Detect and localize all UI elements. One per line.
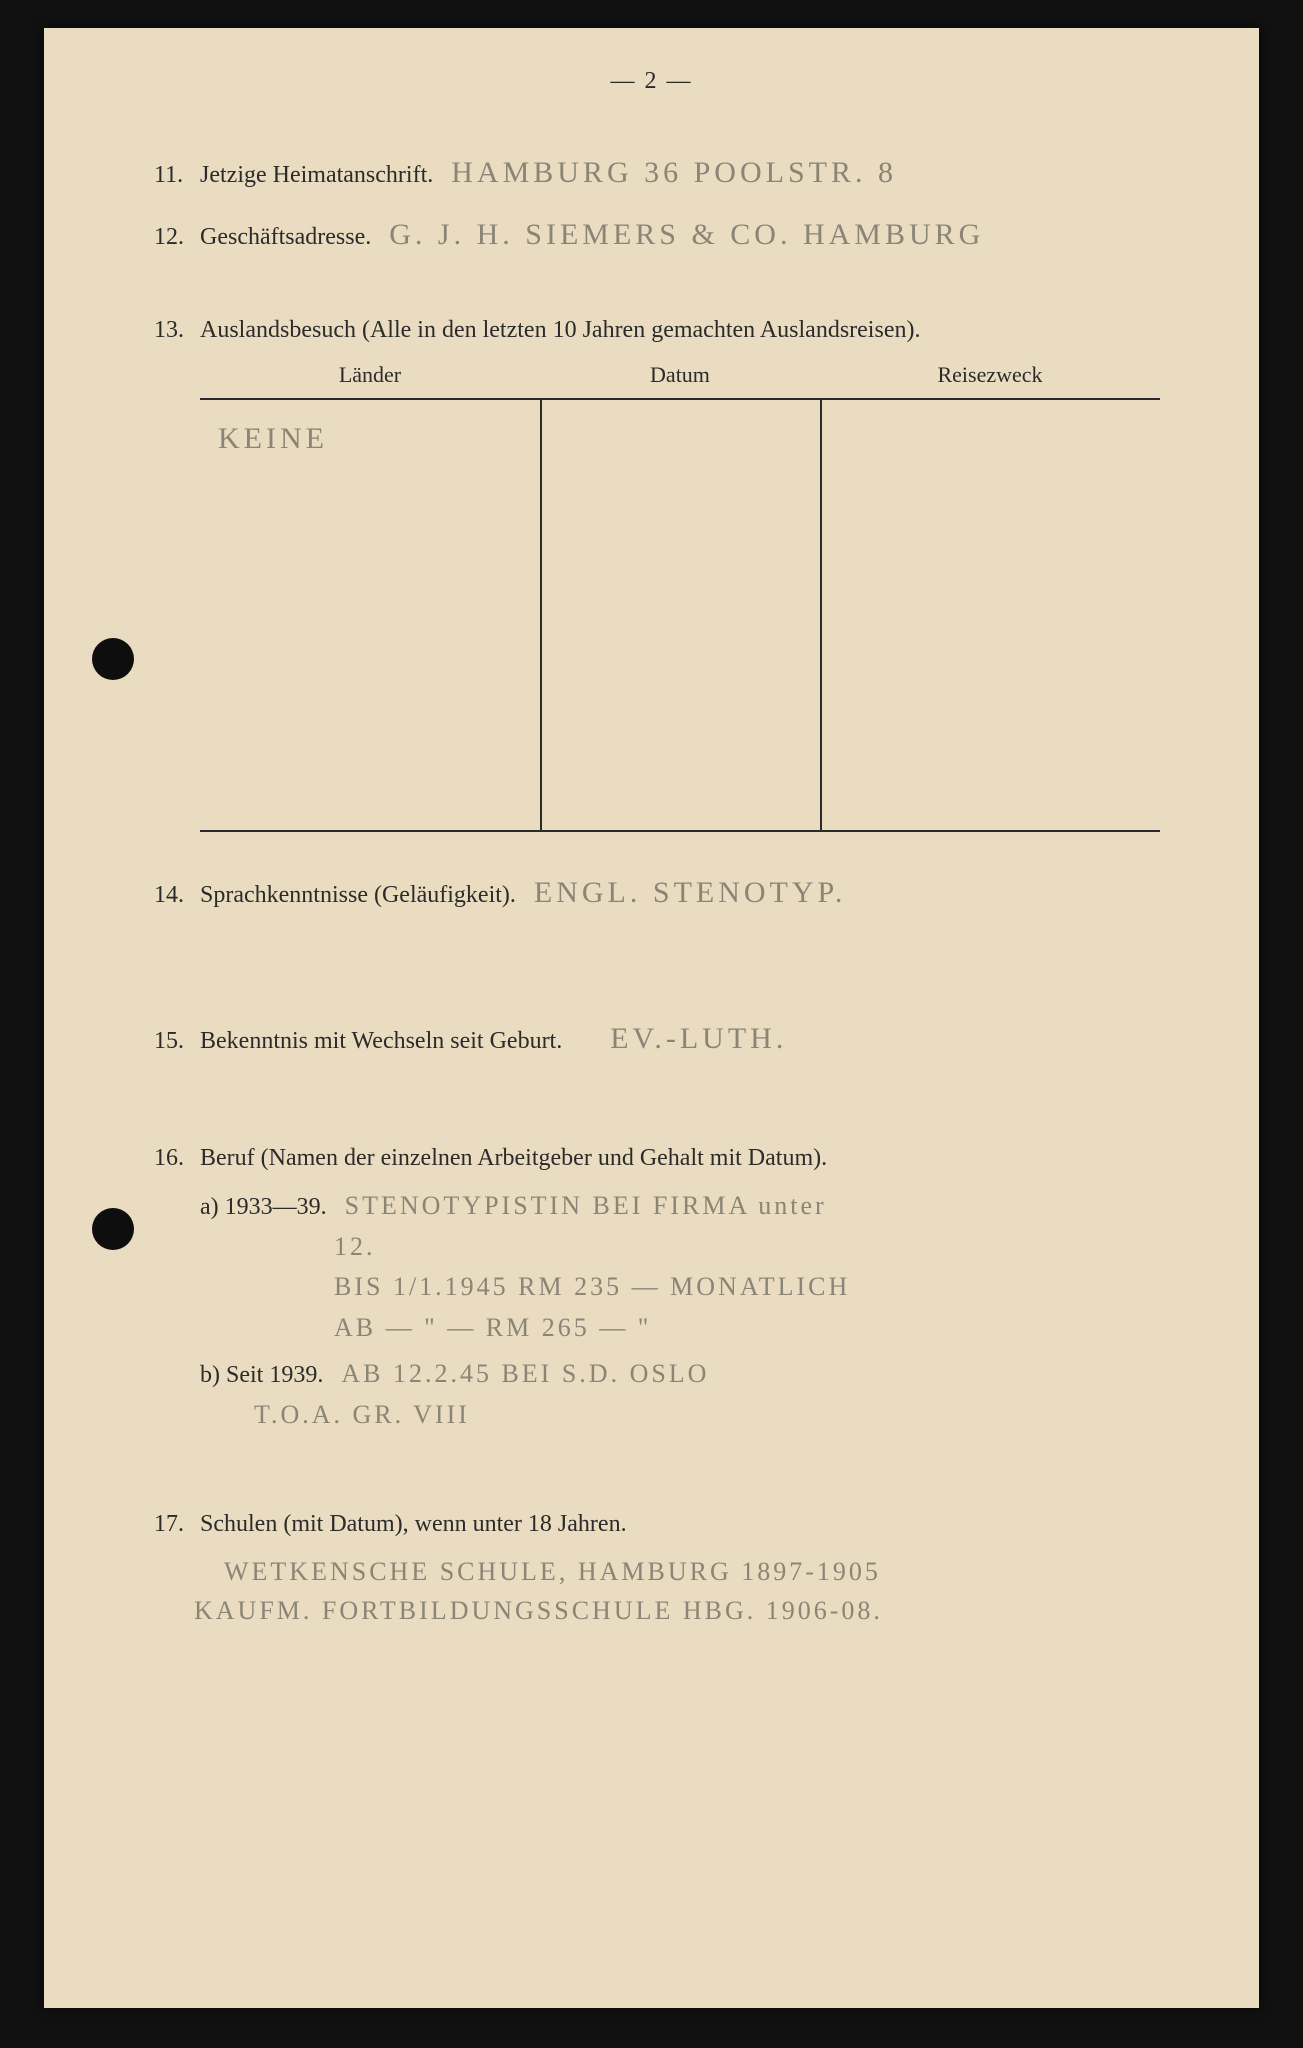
question-number: 17. [154,1511,200,1538]
handwritten-answer: EV.-LUTH. [610,1020,787,1058]
travel-table: Länder Datum Reisezweck KEINE [200,362,1160,832]
question-number: 13. [154,317,200,344]
table-divider [540,400,542,830]
question-label: Schulen (mit Datum), wenn unter 18 Jahre… [200,1511,627,1538]
question-label: Sprachkenntnisse (Geläufigkeit). [200,882,516,909]
punch-hole [92,1208,134,1250]
handwritten-answer: BIS 1/1.1945 RM 235 — MONATLICH [334,1271,1179,1304]
field-row-17: 17. Schulen (mit Datum), wenn unter 18 J… [154,1511,1179,1538]
question-number: 15. [154,1028,200,1055]
field-row-12: 12. Geschäftsadresse. G. J. H. SIEMERS &… [154,216,1179,254]
handwritten-answer: KEINE [218,420,328,458]
question-label: Geschäftsadresse. [200,224,371,251]
col-purpose: Reisezweck [820,362,1160,388]
handwritten-answer: STENOTYPISTIN BEI FIRMA unter [345,1191,827,1220]
question-label: Auslandsbesuch (Alle in den letzten 10 J… [200,317,920,344]
subfield-16a: a) 1933—39. STENOTYPISTIN BEI FIRMA unte… [200,1190,1179,1223]
field-row-16: 16. Beruf (Namen der einzelnen Arbeitgeb… [154,1145,1179,1172]
table-headers: Länder Datum Reisezweck [200,362,1160,388]
handwritten-answer: AB — " — RM 265 — " [334,1312,1179,1345]
handwritten-answer: 12. [334,1231,1179,1264]
sub-label: a) 1933—39. [200,1194,327,1220]
subfield-16b: b) Seit 1939. AB 12.2.45 BEI S.D. OSLO [200,1358,1179,1391]
sub-label: b) Seit 1939. [200,1362,323,1388]
table-grid: KEINE [200,398,1160,832]
question-label: Bekenntnis mit Wechseln seit Geburt. [200,1028,562,1055]
question-label: Jetzige Heimatanschrift. [200,162,433,189]
scan-frame: — 2 — 11. Jetzige Heimatanschrift. HAMBU… [0,0,1303,2048]
question-label: Beruf (Namen der einzelnen Arbeitgeber u… [200,1145,827,1172]
handwritten-answer: WETKENSCHE SCHULE, HAMBURG 1897-1905 [224,1556,1179,1589]
field-row-15: 15. Bekenntnis mit Wechseln seit Geburt.… [154,1020,1179,1058]
question-number: 16. [154,1145,200,1172]
question-number: 11. [154,162,200,189]
table-divider [820,400,822,830]
document-page: — 2 — 11. Jetzige Heimatanschrift. HAMBU… [44,28,1259,2008]
col-countries: Länder [200,362,540,388]
field-row-11: 11. Jetzige Heimatanschrift. HAMBURG 36 … [154,154,1179,192]
handwritten-answer: ENGL. STENOTYP. [534,874,847,912]
col-date: Datum [540,362,820,388]
handwritten-answer: AB 12.2.45 BEI S.D. OSLO [341,1359,709,1388]
field-row-14: 14. Sprachkenntnisse (Geläufigkeit). ENG… [154,874,1179,912]
field-row-13: 13. Auslandsbesuch (Alle in den letzten … [154,317,1179,344]
question-number: 14. [154,882,200,909]
handwritten-answer: T.O.A. GR. VIII [254,1399,1179,1432]
page-number: — 2 — [44,68,1259,95]
question-number: 12. [154,224,200,251]
handwritten-answer: HAMBURG 36 POOLSTR. 8 [451,154,897,192]
punch-hole [92,638,134,680]
handwritten-answer: G. J. H. SIEMERS & CO. HAMBURG [389,216,984,254]
handwritten-answer: KAUFM. FORTBILDUNGSSCHULE HBG. 1906-08. [194,1595,1179,1628]
